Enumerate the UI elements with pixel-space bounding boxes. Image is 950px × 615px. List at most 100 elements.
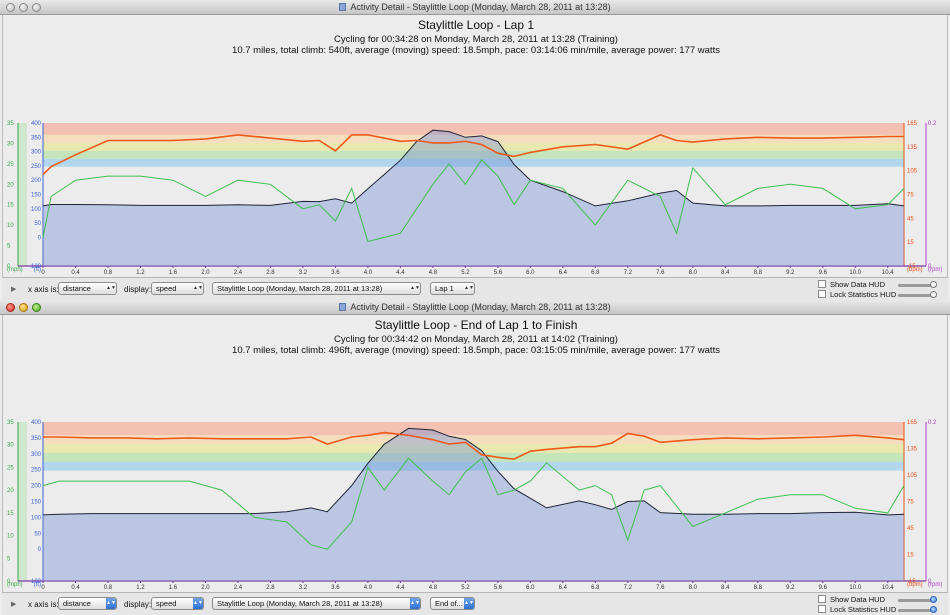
show-data-hud-label: Show Data HUD	[830, 595, 886, 604]
speed-tick-label: 5	[7, 556, 11, 562]
x-tick-label: 0.4	[71, 585, 80, 591]
speed-axis-strip	[18, 123, 27, 266]
lock-stats-hud-checkbox[interactable]: Lock Statistics HUD	[818, 290, 896, 299]
x-tick-label: 2.0	[201, 585, 210, 591]
lap-select[interactable]: Lap 1 ▲▼	[430, 282, 475, 295]
speed-tick-label: 20	[7, 488, 14, 494]
play-icon[interactable]: ▶	[11, 601, 17, 608]
activity-value: Staylittle Loop (Monday, March 28, 2011 …	[217, 284, 383, 293]
slider-knob[interactable]	[930, 606, 937, 613]
altitude-tick-label: 100	[31, 515, 42, 521]
slider-knob[interactable]	[930, 596, 937, 603]
speed-unit-label: (mph)	[7, 267, 23, 273]
zoom-window-button[interactable]	[32, 303, 41, 312]
stats-hud-slider[interactable]	[898, 606, 937, 613]
x-tick-label: 9.6	[819, 270, 828, 276]
heart-rate-zone-band	[43, 461, 904, 471]
x-tick-label: 8.8	[754, 585, 763, 591]
x-tick-label: 9.6	[819, 585, 828, 591]
chevron-updown-icon: ▲▼	[193, 285, 203, 291]
activity-select[interactable]: Staylittle Loop (Monday, March 28, 2011 …	[212, 597, 421, 610]
activity-chart[interactable]: 0 0.4 0.8 1.2 1.6 2.0 2.4 2.8 3.2 3.6 4.0 4.4 4.8 5.2…	[3, 117, 949, 277]
activity-content: Staylittle Loop - End of Lap 1 to Finish…	[2, 315, 948, 592]
x-tick-label: 10.4	[882, 585, 894, 591]
window-titlebar[interactable]: Activity Detail - Staylittle Loop (Monda…	[0, 300, 950, 315]
x-tick-label: 4.8	[429, 585, 438, 591]
minimize-window-button[interactable]	[19, 3, 28, 12]
x-tick-label: 6.0	[526, 585, 535, 591]
heart-rate-tick-label: -15	[907, 579, 916, 585]
x-tick-label: 6.0	[526, 270, 535, 276]
activity-value: Staylittle Loop (Monday, March 28, 2011 …	[217, 599, 383, 608]
activity-title: Staylittle Loop - Lap 1	[417, 18, 535, 32]
altitude-area	[43, 428, 904, 581]
cadence-unit-label: (rpm)	[928, 582, 942, 588]
x-tick-label: 8.4	[721, 585, 730, 591]
display-value: speed	[156, 599, 177, 608]
altitude-series-line	[42, 427, 905, 516]
zoom-window-button[interactable]	[32, 3, 41, 12]
x-tick-label: 8.4	[721, 270, 730, 276]
show-data-hud-checkbox[interactable]: Show Data HUD	[818, 595, 885, 604]
window-title: Activity Detail - Staylittle Loop (Monda…	[350, 302, 611, 312]
show-data-hud-label: Show Data HUD	[830, 280, 886, 289]
stats-hud-slider[interactable]	[898, 291, 937, 298]
x-tick-label: 7.6	[656, 270, 665, 276]
x-tick-label: 7.2	[624, 270, 633, 276]
heart-rate-zone-band	[43, 158, 904, 167]
data-hud-slider[interactable]	[898, 281, 937, 288]
lock-stats-hud-label: Lock Statistics HUD	[830, 605, 897, 614]
slider-knob[interactable]	[930, 281, 937, 288]
x-tick-label: 5.6	[494, 585, 503, 591]
x-axis-select[interactable]: distance ▲▼	[58, 597, 117, 610]
heart-rate-zone-band	[43, 142, 904, 151]
play-icon[interactable]: ▶	[11, 286, 17, 293]
heart-rate-unit-label: (bpm)	[907, 582, 923, 588]
activity-select[interactable]: Staylittle Loop (Monday, March 28, 2011 …	[212, 282, 421, 295]
display-select[interactable]: speed ▲▼	[151, 282, 204, 295]
speed-tick-label: 20	[7, 182, 14, 188]
chevron-updown-icon: ▲▼	[106, 598, 116, 609]
show-data-hud-checkbox[interactable]: Show Data HUD	[818, 280, 885, 289]
slider-knob[interactable]	[930, 291, 937, 298]
window-titlebar[interactable]: Activity Detail - Staylittle Loop (Monda…	[0, 0, 950, 15]
speed-unit-label: (mph)	[7, 582, 23, 588]
x-axis-select[interactable]: distance ▲▼	[58, 282, 117, 295]
heart-rate-tick-label: -15	[907, 264, 916, 270]
activity-chart[interactable]: 0 0.4 0.8 1.2 1.6 2.0 2.4 2.8 3.2 3.6 4.0 4.4 4.8 5.2…	[3, 416, 949, 592]
x-tick-label: 3.2	[299, 270, 308, 276]
speed-tick-label: 10	[7, 223, 14, 229]
data-hud-slider[interactable]	[898, 596, 937, 603]
chevron-updown-icon: ▲▼	[106, 285, 116, 291]
checkbox-icon	[818, 280, 826, 288]
speed-series-line	[42, 159, 905, 243]
x-tick-label: 6.4	[559, 270, 568, 276]
x-tick-label: 3.2	[299, 585, 308, 591]
close-window-button[interactable]	[6, 3, 15, 12]
x-tick-label: 0	[41, 585, 45, 591]
altitude-tick-label: 250	[31, 468, 42, 474]
x-tick-label: 10.4	[882, 270, 894, 276]
heart-rate-tick-label: 15	[907, 553, 914, 559]
activity-summary-line1: Cycling for 00:34:42 on Monday, March 28…	[334, 334, 618, 345]
altitude-tick-label: 150	[31, 500, 42, 506]
lap-select[interactable]: End of... ▲▼	[430, 597, 475, 610]
altitude-tick-label: 50	[34, 531, 41, 537]
heart-rate-tick-label: 135	[907, 145, 918, 151]
heart-rate-tick-label: 105	[907, 169, 918, 175]
x-tick-label: 6.8	[591, 585, 600, 591]
speed-tick-label: 10	[7, 534, 14, 540]
x-tick-label: 1.6	[169, 585, 178, 591]
speed-tick-label: 30	[7, 141, 14, 147]
x-tick-label: 3.6	[331, 270, 340, 276]
minimize-window-button[interactable]	[19, 303, 28, 312]
document-icon	[339, 3, 347, 11]
altitude-tick-label: 50	[34, 221, 41, 227]
altitude-tick-label: 200	[31, 178, 42, 184]
altitude-tick-label: -100	[29, 579, 42, 585]
close-window-button[interactable]	[6, 303, 15, 312]
display-select[interactable]: speed ▲▼	[151, 597, 204, 610]
lock-stats-hud-checkbox[interactable]: Lock Statistics HUD	[818, 605, 896, 614]
heart-rate-tick-label: 75	[907, 500, 914, 506]
speed-tick-label: 5	[7, 244, 11, 250]
